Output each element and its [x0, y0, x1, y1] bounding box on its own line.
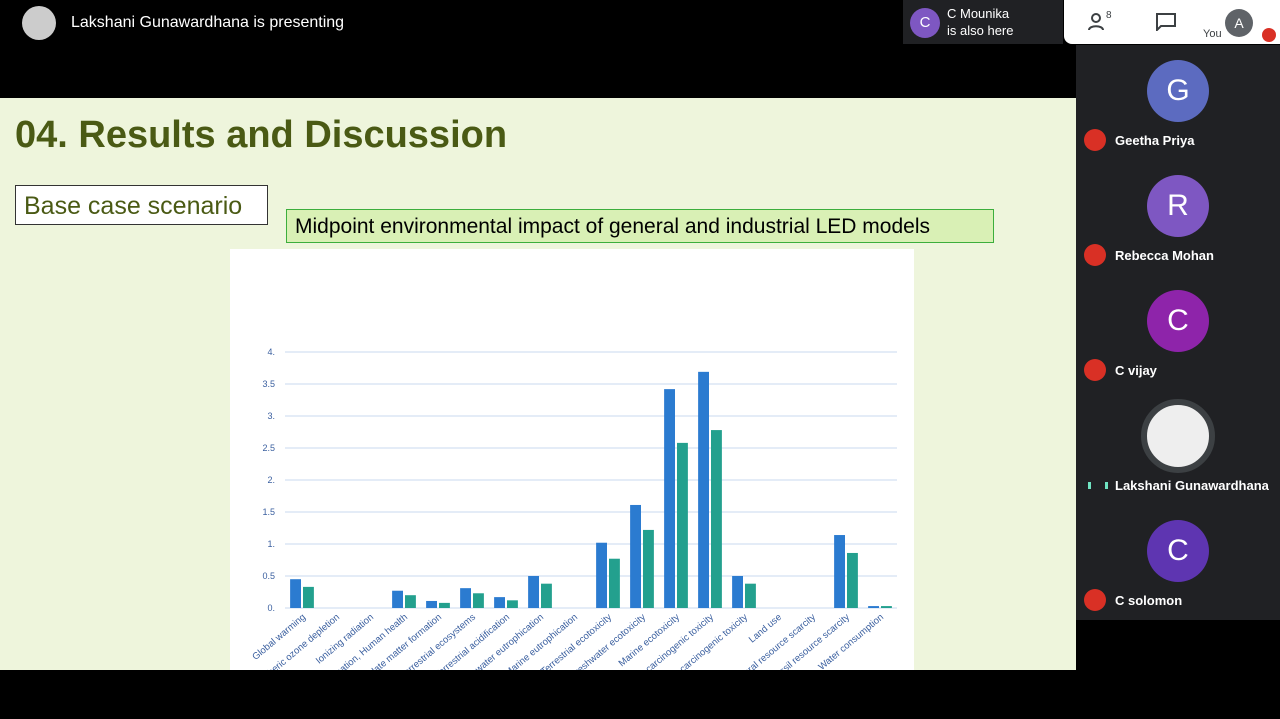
participant-tile: G Geetha Priya	[1076, 45, 1280, 160]
participant-tile: C C vijay	[1076, 275, 1280, 390]
scenario-label: Base case scenario	[15, 185, 268, 225]
bar	[290, 579, 301, 608]
bar	[745, 583, 756, 608]
y-tick-label: 3.5	[262, 379, 275, 389]
bar	[528, 576, 539, 608]
bar	[609, 558, 620, 608]
bar	[541, 583, 552, 608]
participant-avatar: C	[1147, 520, 1209, 582]
y-tick-label: 3.	[267, 411, 275, 421]
participant-name: Lakshani Gunawardhana	[1115, 478, 1269, 493]
presenting-text: Lakshani Gunawardhana is presenting	[71, 14, 345, 31]
mute-indicator	[1084, 244, 1106, 266]
also-here-avatar: C	[910, 8, 940, 38]
y-tick-label: 0.5	[262, 571, 275, 581]
mute-indicator	[1084, 129, 1106, 151]
top-bar: Lakshani Gunawardhana is presenting C C …	[0, 0, 1280, 45]
bar	[439, 602, 450, 608]
bar	[881, 606, 892, 608]
presenter-avatar	[22, 6, 56, 40]
bar	[507, 600, 518, 608]
controls: 8 You A	[1064, 0, 1280, 44]
bar	[473, 593, 484, 608]
you-avatar[interactable]: A	[1225, 9, 1253, 37]
speaking-indicator	[1088, 482, 1108, 488]
bar	[698, 371, 709, 608]
participants-panel: G Geetha Priya R Rebecca Mohan C C vijay Laksh…	[1076, 45, 1280, 620]
bar	[630, 504, 641, 608]
participant-avatar	[1141, 399, 1215, 473]
bar	[732, 576, 743, 608]
bar	[460, 588, 471, 608]
people-icon[interactable]	[1088, 12, 1110, 32]
participant-name: Geetha Priya	[1115, 133, 1195, 148]
bar	[303, 586, 314, 608]
bar	[405, 595, 416, 608]
participant-avatar: G	[1147, 60, 1209, 122]
people-count: 8	[1106, 10, 1112, 21]
participant-name: Rebecca Mohan	[1115, 248, 1214, 263]
slide: 04. Results and Discussion Base case sce…	[0, 98, 1076, 670]
y-tick-label: 2.5	[262, 443, 275, 453]
chart: 0.0.51.1.52.2.53.3.54.Global warmingStra…	[230, 249, 914, 670]
mute-indicator	[1084, 359, 1106, 381]
bar	[596, 542, 607, 608]
mute-indicator	[1084, 589, 1106, 611]
mute-indicator	[1262, 28, 1276, 42]
also-here-name: C Mounika	[947, 6, 1010, 21]
participant-avatar: R	[1147, 175, 1209, 237]
bar	[494, 597, 505, 608]
also-here-text: is also here	[947, 23, 1014, 38]
you-label: You	[1203, 28, 1222, 40]
bar	[677, 442, 688, 608]
bar	[426, 600, 437, 608]
participant-tile: R Rebecca Mohan	[1076, 160, 1280, 275]
bar	[868, 606, 879, 608]
y-tick-label: 0.	[267, 603, 275, 613]
y-tick-label: 1.5	[262, 507, 275, 517]
slide-title: 04. Results and Discussion	[15, 114, 508, 156]
participant-tile: C C solomon	[1076, 505, 1280, 620]
chart-bg	[230, 249, 914, 670]
participant-tile: Lakshani Gunawardhana	[1076, 390, 1280, 505]
bar	[847, 552, 858, 608]
bar	[834, 535, 845, 608]
also-here-box: C C Mounika is also here	[903, 0, 1063, 44]
chart-caption: Midpoint environmental impact of general…	[286, 209, 994, 243]
participant-name: C solomon	[1115, 593, 1183, 608]
chat-icon[interactable]	[1156, 13, 1176, 31]
bar	[392, 590, 403, 608]
bar	[643, 529, 654, 608]
y-tick-label: 2.	[267, 475, 275, 485]
participant-name: C vijay	[1115, 363, 1157, 378]
y-tick-label: 4.	[267, 347, 275, 357]
bar	[664, 389, 675, 608]
participant-avatar: C	[1147, 290, 1209, 352]
y-tick-label: 1.	[267, 539, 275, 549]
bar	[711, 430, 722, 608]
